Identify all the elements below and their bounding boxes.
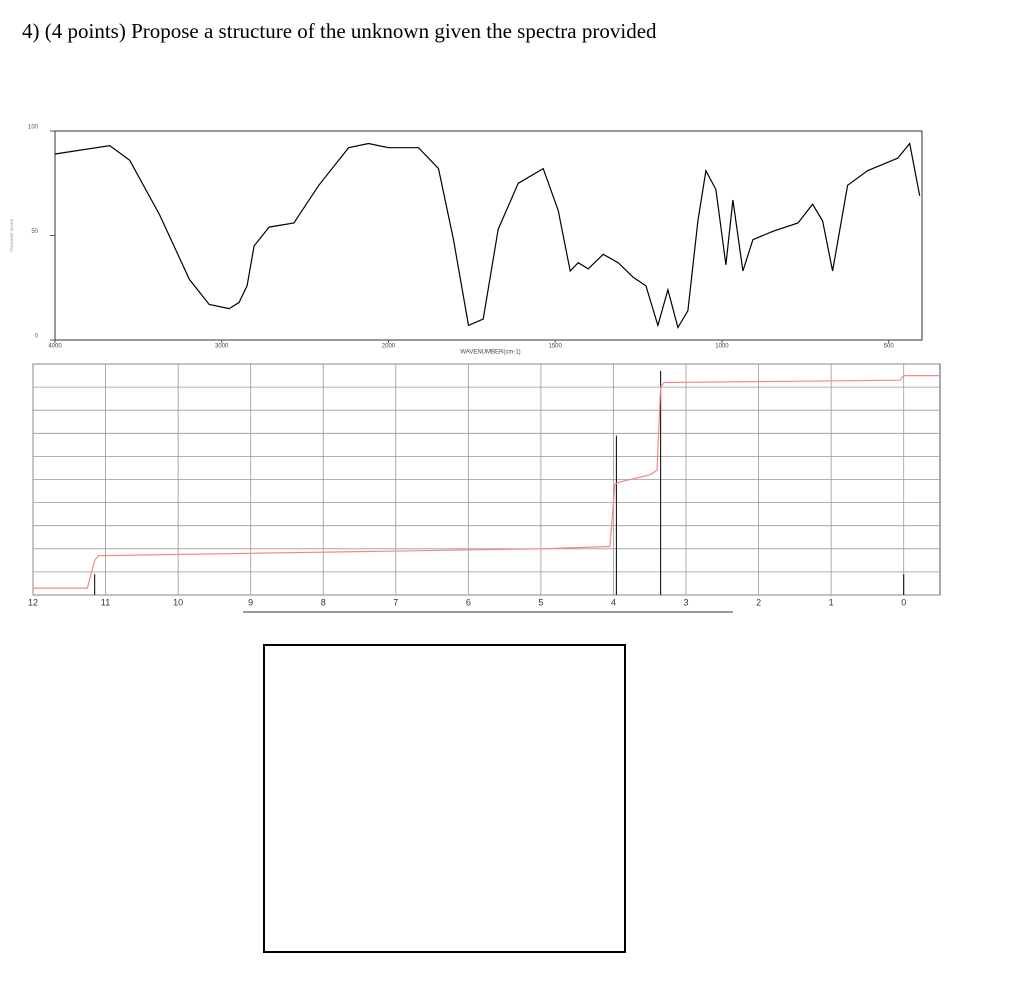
x-tick-label: 500 xyxy=(884,344,895,350)
x-tick-label: 2 xyxy=(756,597,761,607)
x-tick-label: 3 xyxy=(684,597,689,607)
ir-curve xyxy=(54,142,921,330)
y-tick-label: 0 xyxy=(35,334,39,340)
x-tick-label: 1 xyxy=(829,597,834,607)
answer-box xyxy=(263,644,626,953)
x-tick-label: 10 xyxy=(173,597,183,607)
x-tick-label: 1500 xyxy=(549,344,563,350)
x-tick-label: 7 xyxy=(393,597,398,607)
x-tick-label: 12 xyxy=(28,597,38,607)
ir-frame xyxy=(54,130,923,341)
x-tick-label: 1000 xyxy=(715,344,729,350)
y-axis-label: TRANSMITTANCE xyxy=(9,218,14,252)
x-tick-label: 2000 xyxy=(382,344,396,350)
x-tick-label: 3000 xyxy=(215,344,229,350)
x-axis-label: WAVENUMBER(cm-1) xyxy=(460,350,520,356)
question: 4) (4 points) Propose a structure of the… xyxy=(22,19,657,43)
x-tick-label: 6 xyxy=(466,597,471,607)
x-tick-label: 4 xyxy=(611,597,616,607)
x-tick-label: 11 xyxy=(101,597,110,607)
x-tick-label: 0 xyxy=(901,597,906,607)
integral-curve xyxy=(33,375,940,589)
x-tick-label: 9 xyxy=(248,597,253,607)
x-tick-label: 5 xyxy=(538,597,543,607)
y-tick-label: 50 xyxy=(31,229,38,235)
x-tick-label: 8 xyxy=(321,597,326,607)
x-tick-label: 4000 xyxy=(48,344,62,350)
y-tick-label: 100 xyxy=(28,125,39,131)
